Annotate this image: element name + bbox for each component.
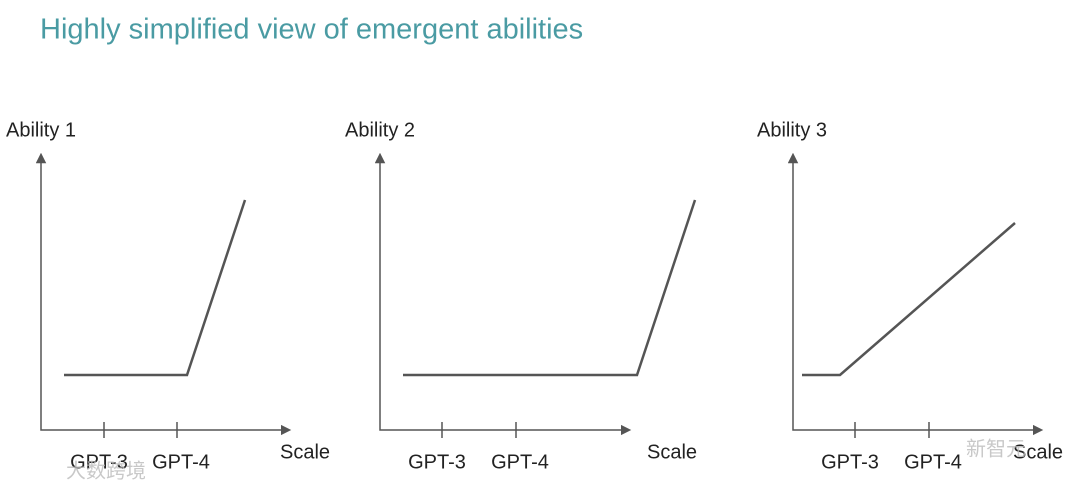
tick-label: GPT-3 <box>821 451 879 473</box>
y-label: Ability 1 <box>6 119 76 141</box>
ability-curve <box>403 199 697 377</box>
y-label: Ability 3 <box>757 119 827 141</box>
panel: Ability 2 Scale GPT-3 GPT-4 <box>345 119 697 473</box>
tick-label: GPT-4 <box>152 451 210 473</box>
tick-label: GPT-3 <box>408 451 466 473</box>
watermark: 新智元 <box>966 437 1026 460</box>
ability-curve <box>802 222 1016 377</box>
ability-curve <box>64 199 247 377</box>
y-label: Ability 2 <box>345 119 415 141</box>
tick-label: GPT-4 <box>904 451 962 473</box>
panel: Ability 3 Scale GPT-3 GPT-4 <box>757 119 1063 473</box>
x-label: Scale <box>1013 441 1063 463</box>
axes <box>35 152 292 436</box>
slide-title: Highly simplified view of emergent abili… <box>40 14 583 46</box>
axes <box>787 152 1044 436</box>
x-label: Scale <box>280 441 330 463</box>
x-label: Scale <box>647 441 697 463</box>
axes <box>374 152 632 436</box>
tick-label: GPT-4 <box>491 451 549 473</box>
tick-label: GPT-3 <box>70 451 128 473</box>
panel: Ability 1 Scale GPT-3 GPT-4 <box>6 119 330 473</box>
watermark: 大数跨境 <box>66 459 146 482</box>
